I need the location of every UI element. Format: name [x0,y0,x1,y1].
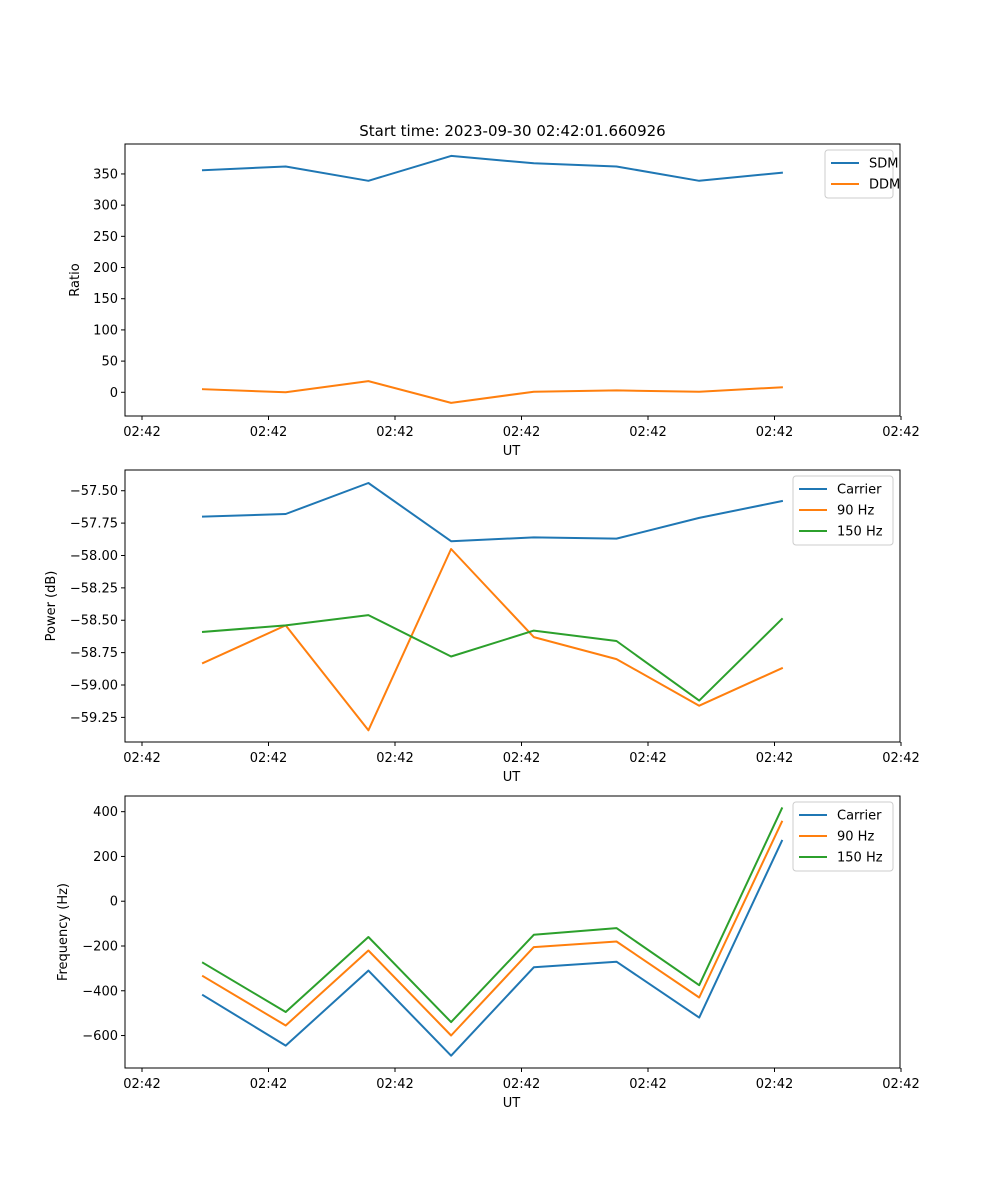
x-tick-label: 02:42 [376,1077,413,1092]
x-tick-label: 02:42 [250,751,287,766]
x-tick-label: 02:42 [123,1077,160,1092]
legend-label: 150 Hz [837,525,883,540]
legend-label: 90 Hz [837,504,874,519]
series-line-90-hz [201,548,784,732]
series-line-carrier [201,482,784,543]
legend-label: Carrier [837,483,882,498]
y-tick-label: −59.25 [70,711,118,726]
legend-box [792,801,894,872]
legend-label: SDM [869,157,898,172]
x-tick-label: 02:42 [756,425,793,440]
legend-label: 150 Hz [837,851,883,866]
chart-title: Start time: 2023-09-30 02:42:01.660926 [359,122,665,140]
x-tick-label: 02:42 [250,1077,287,1092]
y-tick-label: −57.50 [70,484,118,499]
y-tick-label: −58.50 [70,614,118,629]
x-tick-label: 02:42 [376,425,413,440]
y-tick-label: 200 [93,261,118,276]
series-line-ddm [201,380,783,404]
x-axis-label: UT [503,1096,521,1111]
x-tick-label: 02:42 [629,1077,666,1092]
series-line-carrier [201,839,784,1057]
y-tick-label: 200 [93,850,118,865]
legend: Carrier 90 Hz 150 Hz [792,475,894,546]
y-axis-label: Frequency (Hz) [56,883,71,981]
y-tick-label: −58.25 [70,581,118,596]
y-tick-label: 250 [93,230,118,245]
y-axis-label: Power (dB) [44,571,59,642]
y-tick-label: −58.00 [70,549,118,564]
axes-frame [124,469,901,743]
y-tick-label: 50 [101,355,118,370]
chart-panel-3: −600 −400 −200 0 200 400 02:42 02:42 02:42 02:42 0… [56,795,920,1111]
x-tick-label: 02:42 [123,751,160,766]
legend-box [792,475,894,546]
axes-frame [124,143,901,417]
x-tick-label: 02:42 [250,425,287,440]
y-tick-label: 100 [93,323,118,338]
x-tick-label: 02:42 [756,751,793,766]
legend: Carrier 90 Hz 150 Hz [792,801,894,872]
x-axis-label: UT [503,770,521,785]
legend-label: DDM [869,178,900,193]
x-tick-label: 02:42 [376,751,413,766]
legend-label: Carrier [837,809,882,824]
y-tick-label: −400 [82,984,118,999]
series-line-150-hz [201,806,784,1024]
x-tick-label: 02:42 [756,1077,793,1092]
y-tick-label: 150 [93,292,118,307]
axes-frame [124,795,901,1069]
legend-label: 90 Hz [837,830,874,845]
y-tick-label: −57.75 [70,517,118,532]
x-tick-label: 02:42 [503,425,540,440]
x-tick-label: 02:42 [882,1077,919,1092]
legend: SDM DDM [824,149,900,199]
y-axis-label: Ratio [68,263,83,296]
y-tick-label: 0 [110,895,118,910]
y-tick-label: 400 [93,805,118,820]
series-line-150-hz [201,614,784,702]
x-tick-label: 02:42 [882,425,919,440]
series-line-90-hz [201,820,784,1037]
x-tick-label: 02:42 [629,425,666,440]
x-tick-label: 02:42 [503,751,540,766]
y-tick-label: −58.75 [70,646,118,661]
x-tick-label: 02:42 [629,751,666,766]
y-tick-label: −59.00 [70,679,118,694]
x-tick-label: 02:42 [503,1077,540,1092]
y-tick-label: 300 [93,199,118,214]
series-line-sdm [201,154,783,182]
chart-panel-1: Start time: 2023-09-30 02:42:01.660926 0 5… [68,122,920,459]
x-tick-label: 02:42 [882,751,919,766]
x-axis-label: UT [503,444,521,459]
y-tick-label: 350 [93,167,118,182]
y-tick-label: −200 [82,939,118,954]
x-tick-label: 02:42 [123,425,160,440]
y-tick-label: 0 [110,386,118,401]
chart-panel-2: −59.25 −59.00 −58.75 −58.50 −58.25 −58.00 −57.… [44,469,920,785]
y-tick-label: −600 [82,1029,118,1044]
